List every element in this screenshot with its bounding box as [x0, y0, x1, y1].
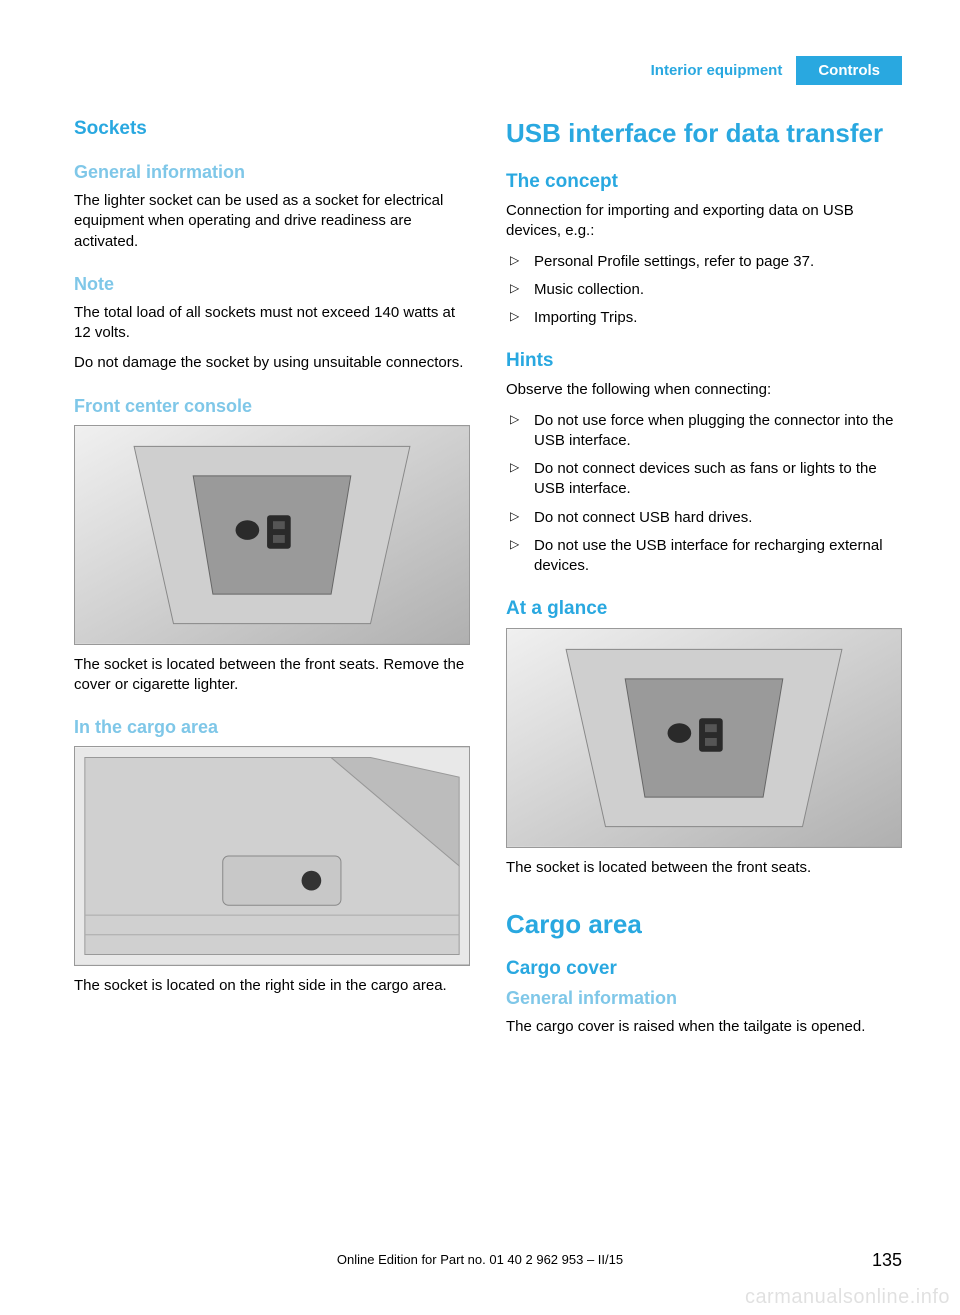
heading-cargo-area: In the cargo area — [74, 717, 470, 738]
list-item: Do not use the USB interface for recharg… — [506, 536, 902, 577]
footer-line: Online Edition for Part no. 01 40 2 962 … — [0, 1252, 960, 1267]
list-item: Personal Profile settings, refer to page… — [506, 252, 902, 272]
section-glance: At a glance — [506, 598, 902, 878]
section-concept: The concept Connection for importing and… — [506, 171, 902, 328]
list-concept: Personal Profile settings, refer to page… — [506, 252, 902, 329]
heading-front-console: Front center console — [74, 396, 470, 417]
list-item: Do not connect USB hard drives. — [506, 508, 902, 528]
page-number: 135 — [872, 1250, 902, 1271]
list-item: Importing Trips. — [506, 308, 902, 328]
heading-usb: USB interface for data transfer — [506, 118, 902, 149]
breadcrumb-section: Interior equipment — [637, 56, 797, 85]
console-illustration-icon — [75, 426, 469, 644]
heading-glance: At a glance — [506, 598, 902, 620]
heading-general-info: General information — [74, 162, 470, 183]
figure-glance — [506, 628, 902, 848]
section-hints: Hints Observe the following when connect… — [506, 350, 902, 576]
header-breadcrumb: Interior equipment Controls — [637, 56, 902, 85]
section-note: Note The total load of all sockets must … — [74, 274, 470, 374]
watermark: carmanualsonline.info — [745, 1286, 950, 1309]
caption-cargo-area: The socket is located on the right side … — [74, 976, 470, 996]
text-hints-intro: Observe the following when connecting: — [506, 380, 902, 400]
section-cargo-area: In the cargo area The socket is located … — [74, 717, 470, 996]
figure-cargo-area — [74, 746, 470, 966]
section-general-info: General information The lighter socket c… — [74, 162, 470, 252]
left-column: Sockets General information The lighter … — [74, 118, 470, 1059]
text-cargo-gen: The cargo cover is raised when the tailg… — [506, 1017, 902, 1037]
heading-cargo-cover: Cargo cover — [506, 958, 902, 980]
section-cargo: Cargo area Cargo cover General informati… — [506, 909, 902, 1037]
heading-note: Note — [74, 274, 470, 295]
figure-front-console — [74, 425, 470, 645]
list-hints: Do not use force when plugging the conne… — [506, 411, 902, 577]
section-front-console: Front center console — [74, 396, 470, 696]
section-sockets: Sockets — [74, 118, 470, 140]
heading-concept: The concept — [506, 171, 902, 193]
glance-illustration-icon — [507, 629, 901, 847]
text-note-1: The total load of all sockets must not e… — [74, 303, 470, 344]
breadcrumb-tab: Controls — [796, 56, 902, 85]
list-item: Do not use force when plugging the conne… — [506, 411, 902, 452]
heading-cargo-title: Cargo area — [506, 909, 902, 940]
right-column: USB interface for data transfer The conc… — [506, 118, 902, 1059]
text-concept-intro: Connection for importing and exporting d… — [506, 201, 902, 242]
text-note-2: Do not damage the socket by using unsuit… — [74, 353, 470, 373]
list-item: Do not connect devices such as fans or l… — [506, 459, 902, 500]
caption-glance: The socket is located between the front … — [506, 858, 902, 878]
cargo-illustration-icon — [75, 747, 469, 965]
text-general-info: The lighter socket can be used as a sock… — [74, 191, 470, 252]
list-item: Music collection. — [506, 280, 902, 300]
heading-cargo-gen: General information — [506, 988, 902, 1009]
caption-front-console: The socket is located between the front … — [74, 655, 470, 696]
page-columns: Sockets General information The lighter … — [74, 118, 902, 1059]
heading-sockets: Sockets — [74, 118, 470, 140]
section-usb: USB interface for data transfer — [506, 118, 902, 149]
heading-hints: Hints — [506, 350, 902, 372]
